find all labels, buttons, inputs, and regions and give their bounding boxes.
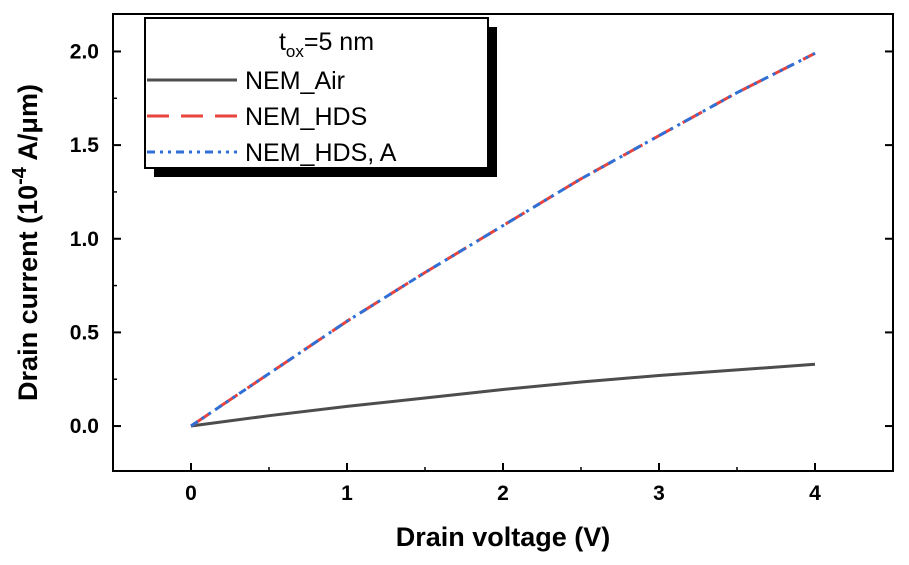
y-axis: 0.0 0.5 1.0 1.5 2.0	[70, 40, 893, 438]
legend-label: NEM_HDS, A	[245, 139, 397, 167]
legend-entries: NEM_Air NEM_HDS NEM_HDS, A	[147, 67, 397, 167]
legend-label: NEM_Air	[245, 67, 345, 95]
y-tick-label: 0.0	[70, 415, 99, 438]
legend-title-subscript: ox	[286, 42, 304, 61]
x-tick-label: 3	[653, 482, 665, 505]
series-layer	[190, 51, 816, 428]
x-axis: 0 1 2 3 4	[112, 463, 894, 505]
y-tick-label: 1.0	[70, 228, 99, 251]
y-axis-title-suffix: A/μm)	[13, 84, 43, 167]
legend-title-rest: =5 nm	[304, 28, 374, 56]
x-axis-title: Drain voltage (V)	[396, 522, 611, 552]
y-tick-label: 2.0	[70, 40, 99, 63]
series-line-nem-air	[190, 362, 816, 428]
y-axis-title-exponent: -4	[9, 166, 31, 185]
y-tick-label: 0.5	[70, 321, 100, 344]
legend-box	[144, 17, 489, 169]
series-line-nem-hds-a	[190, 51, 816, 428]
legend-title: tox=5 nm	[279, 28, 374, 61]
y-tick-label: 1.5	[70, 134, 100, 157]
legend: tox=5 nm NEM_Air NEM_HDS NEM_HDS, A	[144, 17, 497, 177]
x-tick-label: 4	[809, 482, 821, 505]
x-tick-label: 0	[185, 482, 197, 505]
y-axis-title: Drain current (10-4 A/μm)	[9, 84, 43, 401]
y-axis-title-prefix: Drain current (10	[13, 185, 43, 401]
x-tick-label: 2	[497, 482, 509, 505]
legend-title-base: t	[279, 28, 286, 56]
x-tick-label: 1	[341, 482, 353, 505]
legend-label: NEM_HDS	[245, 103, 367, 131]
